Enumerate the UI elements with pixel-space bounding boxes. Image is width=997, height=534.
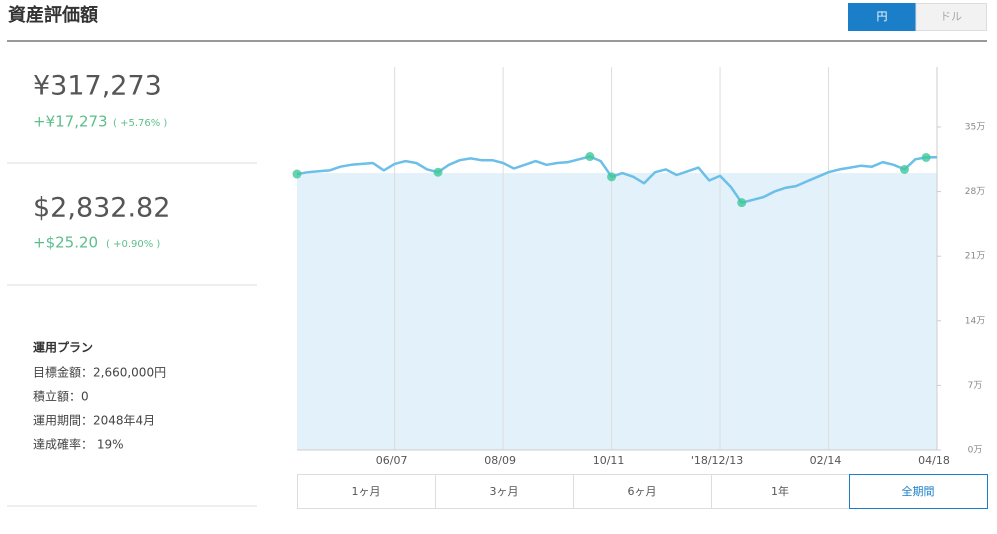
value-line — [296, 155, 938, 204]
chart: 06/07 08/09 10/11 '18/12/13 02/14 04/18 0万 7万 14… — [292, 67, 985, 467]
period-label[interactable]: 1ヶ月 — [352, 485, 381, 498]
deposit-point — [433, 167, 443, 177]
y-tick-label: 14万 — [965, 316, 985, 326]
y-tick-label: 0万 — [968, 446, 983, 456]
x-tick-label: 10/11 — [593, 454, 625, 467]
x-tick-label: 02/14 — [810, 454, 842, 467]
deposit-point — [899, 164, 909, 174]
deposit-point — [607, 172, 617, 182]
y-tick-label: 21万 — [965, 252, 985, 262]
plan-row: 目標金額：2,660,000円 — [33, 365, 166, 380]
x-tick-label: 04/18 — [918, 454, 950, 467]
plan-row: 達成確率： 19% — [33, 437, 124, 452]
usd-value: $2,832.82 — [33, 193, 170, 224]
y-tick-label: 35万 — [965, 122, 985, 132]
toggle-label[interactable]: ドル — [940, 10, 962, 23]
plan-row: 運用期間：2048年4月 — [33, 414, 155, 428]
period-label[interactable]: 6ヶ月 — [628, 485, 657, 498]
period-button[interactable] — [297, 474, 436, 509]
yen-value: ¥317,273 — [33, 71, 162, 102]
usd-change: +$25.20 — [33, 234, 98, 252]
x-tick-label: 08/09 — [484, 454, 516, 467]
period-button[interactable] — [573, 474, 712, 509]
deposit-point — [585, 152, 595, 162]
yen-change-pct: ( +5.76% ) — [113, 118, 167, 129]
usd-change-pct: ( +0.90% ) — [106, 239, 160, 250]
deposit-point — [921, 152, 931, 162]
plan-title: 運用プラン — [33, 340, 93, 355]
y-tick-label: 28万 — [965, 187, 985, 197]
plan-row: 積立額：0 — [33, 389, 89, 404]
period-buttons: 1ヶ月 3ヶ月 6ヶ月 1年 全期間 — [297, 474, 988, 509]
period-label[interactable]: 3ヶ月 — [490, 485, 519, 498]
toggle-label[interactable]: 円 — [877, 10, 888, 23]
x-tick-label: '18/12/13 — [691, 454, 743, 467]
page-title: 資産評価額 — [8, 4, 98, 26]
x-tick-label: 06/07 — [376, 454, 408, 467]
period-label[interactable]: 全期間 — [902, 484, 935, 498]
period-button[interactable] — [849, 474, 988, 509]
toggle-usd[interactable] — [915, 3, 987, 31]
y-tick-label: 7万 — [968, 381, 983, 391]
deposit-point — [292, 169, 302, 179]
yen-change: +¥17,273 — [33, 113, 108, 131]
deposit-point — [737, 198, 747, 208]
period-label[interactable]: 1年 — [771, 484, 789, 498]
period-button[interactable] — [711, 474, 850, 509]
period-button[interactable] — [435, 474, 574, 509]
toggle-yen[interactable] — [848, 3, 916, 31]
invested-area — [297, 173, 937, 451]
